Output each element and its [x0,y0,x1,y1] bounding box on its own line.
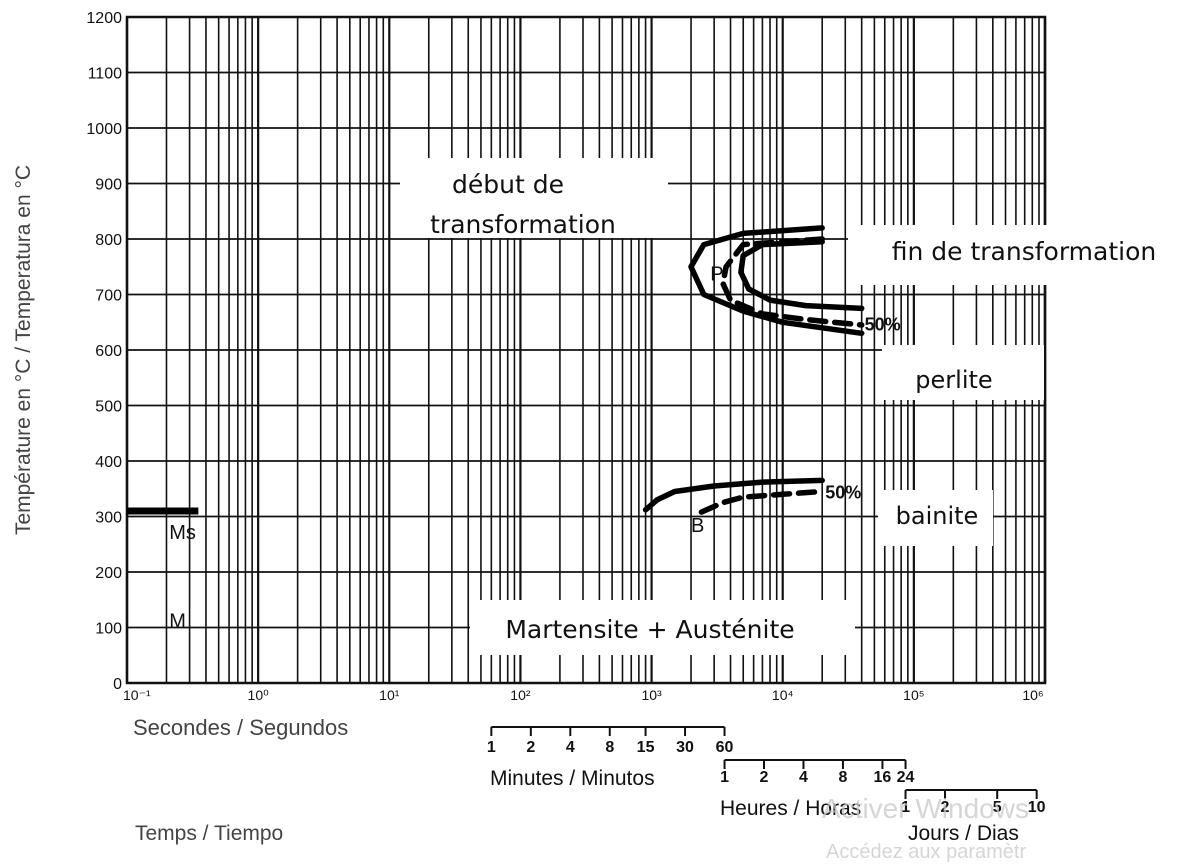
x-tick-label: 10⁴ [772,687,794,703]
curve-pearlite-end [738,239,865,312]
axis-ticks: 0 100 200 300 400 500 600 700 800 900 1000 1100 1200… [86,10,1043,703]
y-tick-label: 600 [95,343,122,360]
label-background [848,225,1168,285]
time-scale-tick-label: 8 [605,739,614,756]
curve-pearlite-start [688,225,865,337]
time-scale-tick-label: 4 [566,739,575,756]
x-tick-label: 10⁵ [903,687,924,703]
pearlite-region-label: P [710,263,723,285]
time-scale-tick-label: 30 [676,739,694,756]
y-tick-label: 500 [95,399,122,416]
x-tick-label: 10⁰ [248,687,270,703]
seconds-axis-label: Secondes / Segundos [133,715,348,740]
label-background [878,490,993,546]
time-scale-tick-label: 15 [637,739,655,756]
y-tick-label: 900 [95,177,122,194]
time-scale-tick-label: 2 [526,739,535,756]
time-scale-tick-label: 2 [760,769,769,786]
ms-label: Ms [169,522,196,544]
y-tick-label: 400 [95,454,122,471]
time-scale-tick-label: 16 [874,769,892,786]
watermark-settings: Accédez aux paramètr [826,841,1026,863]
bainite-region-label: B [691,515,704,537]
fin-label: fin de transformation [892,237,1157,266]
label-background [400,158,668,238]
debut-label-line2: transformation [430,210,616,239]
label-background [470,600,855,655]
time-scale-title: Minutes / Minutos [490,767,655,790]
y-tick-label: 0 [113,676,122,693]
bainite-label: bainite [896,502,979,530]
x-tick-label: 10³ [641,687,662,703]
curve-pearlite-50pct [720,236,865,328]
debut-label-line1: début de [452,170,564,199]
y-tick-label: 1000 [86,121,122,138]
martensite-region-label: M [169,610,186,632]
y-tick-label: 1200 [86,10,122,27]
x-tick-label: 10¹ [379,687,400,703]
x-tick-label: 10⁻¹ [123,687,151,703]
annotations: début de transformation fin de transformat… [430,170,1156,644]
x-axis-title: Temps / Tiempo [135,822,283,845]
pearlite-50pct-label: 50% [865,314,901,334]
curve-bainite-start [642,477,825,513]
time-scale-tick-label: 2 [941,799,950,816]
time-scale-tick-label: 60 [716,739,734,756]
time-scale-tick-label: 10 [1028,799,1046,816]
time-scale-tick-label: 1 [720,769,729,786]
martensite-label: Martensite + Austénite [505,615,794,644]
label-background [882,345,1044,400]
y-tick-label: 700 [95,288,122,305]
time-scale-tick-label: 24 [897,769,915,786]
curve-bainite-50pct [698,488,825,515]
time-scale-tick-label: 5 [993,799,1002,816]
y-axis-title: Température en °C / Temperatura en °C [12,165,35,535]
perlite-label: perlite [915,366,992,394]
chart-grid [125,15,1168,685]
y-tick-label: 300 [95,510,122,527]
time-scale-title: Jours / Dias [908,822,1019,845]
time-scale-tick-label: 8 [839,769,848,786]
y-tick-label: 200 [95,565,122,582]
plot-frame [125,15,1047,685]
time-scale-tick-label: 1 [487,739,496,756]
x-tick-label: 10² [510,687,531,703]
y-tick-label: 1100 [88,66,123,83]
y-tick-label: 100 [95,621,122,638]
transformation-curves: Ms M P B 50% 50% [127,225,901,632]
bainite-50pct-label: 50% [825,483,861,503]
time-scale-title: Heures / Horas [720,797,861,820]
time-scale-tick-label: 1 [901,799,910,816]
time-scale-tick-label: 4 [799,769,808,786]
x-tick-label: 10⁶ [1022,687,1043,703]
watermark-activate: Activer Windows [822,793,1029,824]
y-tick-label: 800 [95,232,122,249]
